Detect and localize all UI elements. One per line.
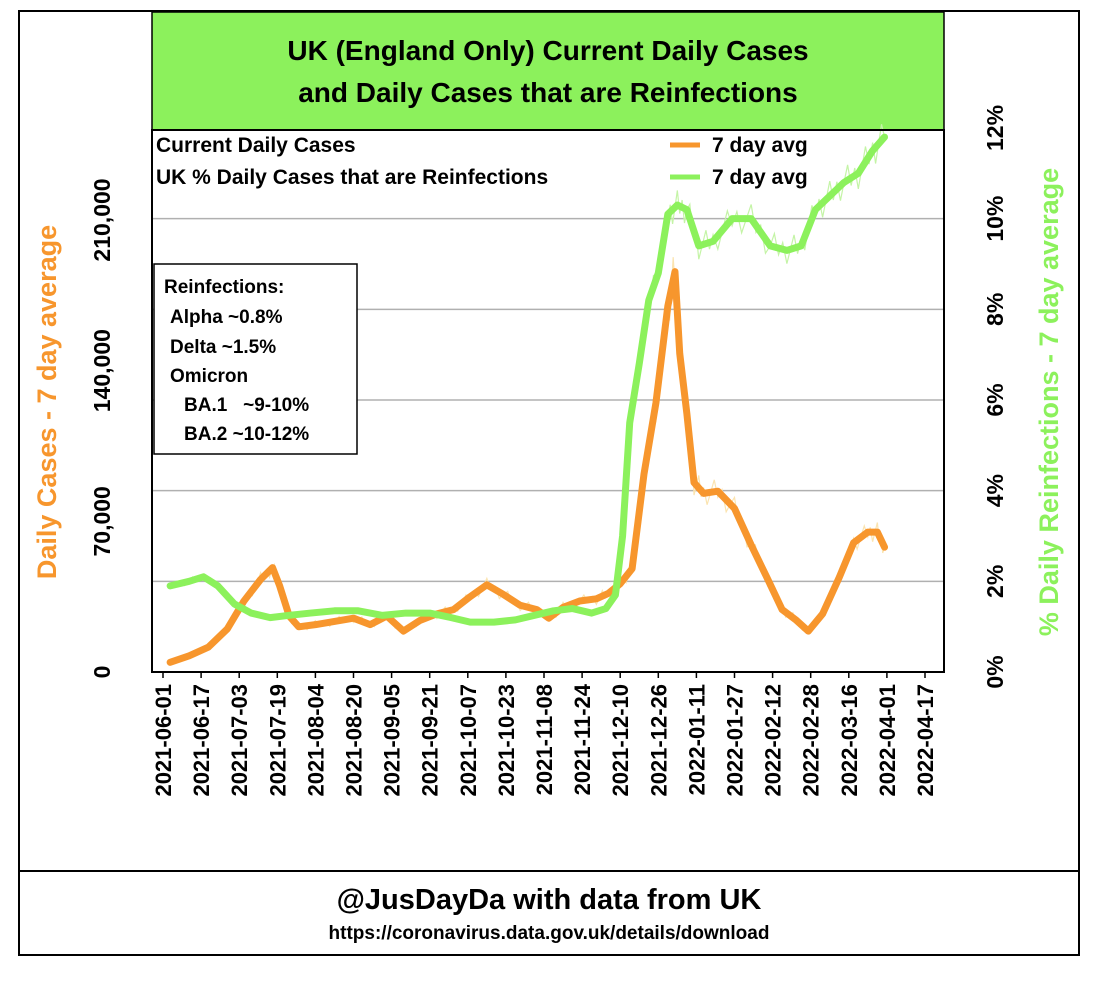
y-axis-right-label: % Daily Reinfections - 7 day average: [1034, 168, 1064, 636]
annotation-line-2: Alpha ~0.8%: [170, 307, 283, 328]
chart-title-line-2: and Daily Cases that are Reinfections: [298, 77, 798, 108]
plot-border: [151, 129, 945, 673]
legend-line-label-reinfections: 7 day avg: [712, 166, 808, 189]
legend-label-reinfections: UK % Daily Cases that are Reinfections: [156, 166, 548, 189]
reinfection-annotation: Reinfections: Alpha ~0.8% Delta ~1.5% Om…: [153, 263, 358, 455]
y-left-tick-label-0: 0: [89, 666, 115, 679]
x-ticks: 2021-06-01 2021-06-17 2021-07-03 2021-07-19…: [151, 672, 938, 797]
annotation-line-3: Delta ~1.5%: [170, 337, 276, 358]
y-right-tick-label-2: 4%: [982, 474, 1008, 507]
annotation-line-4: Omicron: [170, 366, 248, 387]
x-tick-label-1: 2021-06-17: [189, 684, 214, 797]
x-tick-label-20: 2022-04-17: [913, 684, 938, 797]
y-right-tick-label-6: 12%: [982, 105, 1008, 151]
x-tick-label-14: 2022-01-11: [684, 684, 709, 795]
y-right-tick-label-3: 6%: [982, 383, 1008, 416]
x-tick-label-7: 2021-09-21: [418, 684, 443, 797]
chart: UK (England Only) Current Daily Cases an…: [32, 11, 1064, 797]
legend-label-cases: Current Daily Cases: [156, 134, 356, 157]
y-right-ticks: 0% 2% 4% 6% 8% 10% 12%: [982, 105, 1008, 689]
annotation-line-5: BA.1 ~9-10%: [184, 395, 309, 416]
y-axis-left-label: Daily Cases - 7 day average: [32, 225, 62, 579]
chart-title-box: [151, 11, 945, 131]
x-tick-label-0: 2021-06-01: [151, 684, 176, 797]
x-tick-label-8: 2021-10-07: [456, 684, 481, 797]
y-left-ticks: 0 70,000 140,000 210,000: [89, 178, 115, 678]
x-tick-label-9: 2021-10-23: [494, 684, 519, 797]
x-tick-label-17: 2022-02-28: [799, 684, 824, 797]
x-tick-label-6: 2021-09-05: [380, 684, 405, 797]
chart-title-line-1: UK (England Only) Current Daily Cases: [287, 35, 808, 66]
x-tick-label-4: 2021-08-04: [303, 683, 328, 796]
x-tick-label-15: 2022-01-27: [723, 684, 748, 797]
annotation-box: [153, 263, 358, 455]
x-tick-label-16: 2022-02-12: [761, 684, 786, 797]
series-line-cases: [166, 268, 889, 666]
annotation-line-1: Reinfections:: [164, 277, 284, 298]
footer-source-url: https://coronavirus.data.gov.uk/details/…: [328, 923, 770, 944]
chart-footer: @JusDayDa with data from UK https://coro…: [18, 870, 1080, 956]
x-tick-label-10: 2021-11-08: [532, 684, 557, 795]
y-left-tick-label-2: 140,000: [89, 329, 115, 412]
x-tick-label-12: 2021-12-10: [608, 684, 633, 797]
legend: Current Daily Cases 7 day avg UK % Daily…: [156, 134, 808, 189]
x-tick-label-18: 2022-03-16: [837, 684, 862, 797]
x-tick-label-13: 2021-12-26: [646, 684, 671, 797]
y-left-tick-label-3: 210,000: [89, 178, 115, 261]
y-right-tick-label-4: 8%: [982, 293, 1008, 326]
x-tick-label-2: 2021-07-03: [227, 684, 252, 797]
x-tick-label-5: 2021-08-20: [342, 684, 367, 797]
y-right-tick-label-1: 2%: [982, 565, 1008, 598]
series-line-reinfections: [166, 133, 889, 626]
y-right-tick-label-5: 10%: [982, 196, 1008, 242]
y-left-tick-label-1: 70,000: [89, 486, 115, 556]
x-tick-label-3: 2021-07-19: [265, 684, 290, 797]
annotation-line-6: BA.2 ~10-12%: [184, 424, 309, 445]
series-lines: [166, 133, 889, 666]
x-tick-label-19: 2022-04-01: [875, 684, 900, 797]
footer-credit: @JusDayDa with data from UK: [336, 884, 762, 916]
y-right-tick-label-0: 0%: [982, 655, 1008, 688]
legend-line-label-cases: 7 day avg: [712, 134, 808, 157]
x-tick-label-11: 2021-11-24: [570, 683, 595, 795]
